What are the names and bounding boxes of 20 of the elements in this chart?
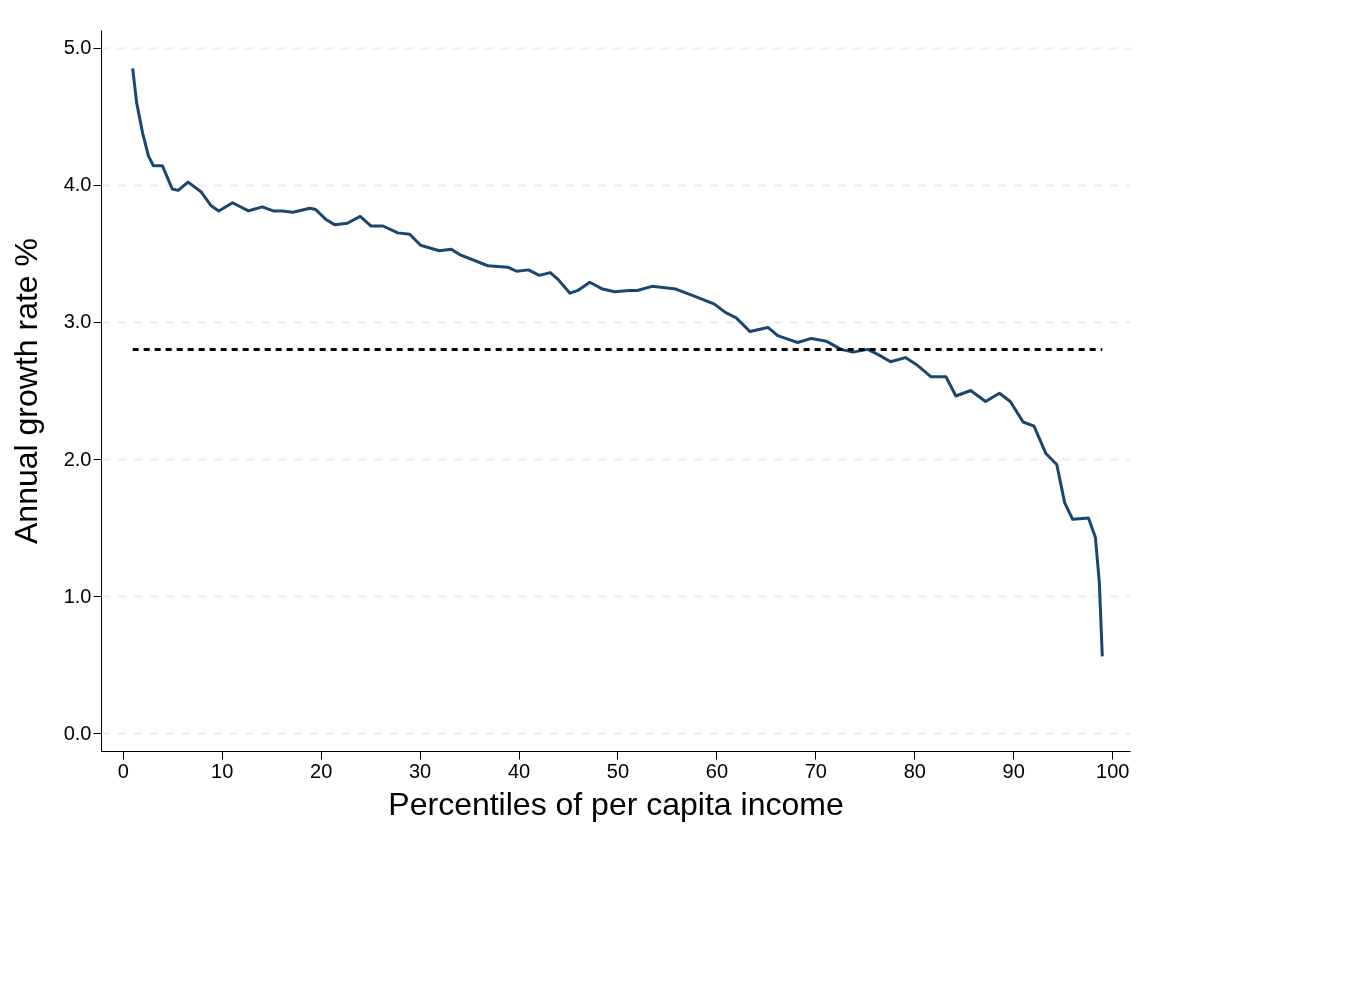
y-tick-label: 2.0	[63, 447, 92, 470]
x-tick-label: 50	[606, 759, 630, 782]
x-tick-label: 30	[408, 759, 432, 782]
x-tick-label: 100	[1096, 759, 1130, 782]
x-tick-label: 10	[211, 759, 234, 782]
x-tick-label: 90	[1002, 759, 1025, 782]
y-tick-label: 0.0	[63, 721, 92, 744]
y-axis-title: Annual growth rate %	[7, 238, 44, 544]
y-tick-label: 1.0	[63, 584, 92, 607]
x-axis-title: Percentiles of per capita income	[388, 785, 844, 822]
x-tick-label: 40	[507, 759, 531, 782]
y-tick-label: 5.0	[63, 36, 92, 59]
y-tick-label: 3.0	[63, 310, 92, 333]
x-tick-label: 70	[804, 759, 827, 782]
x-tick-label: 80	[903, 759, 926, 782]
x-tick-label: 60	[705, 759, 729, 782]
x-tick-label: 0	[117, 759, 129, 782]
y-tick-label: 4.0	[63, 173, 92, 196]
line-series	[131, 66, 1104, 658]
x-tick-label: 20	[310, 759, 333, 782]
